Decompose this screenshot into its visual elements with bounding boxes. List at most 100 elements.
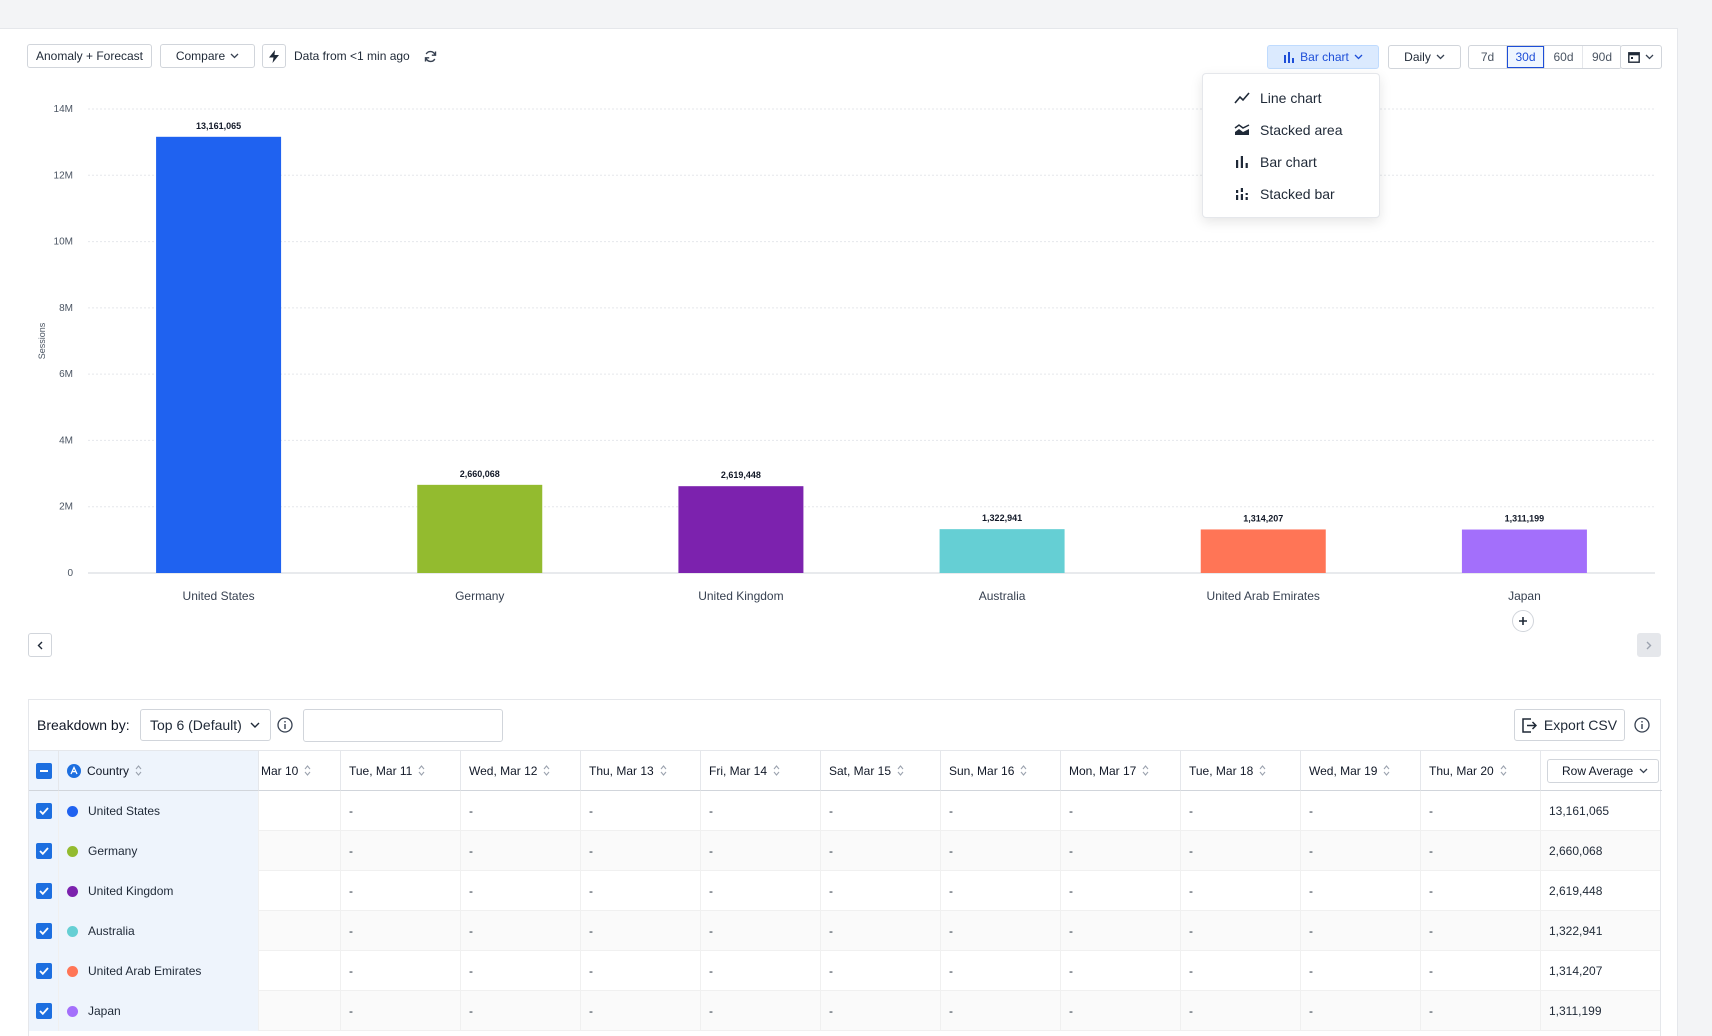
empty-value: - [1309,844,1313,858]
sort-icon[interactable] [135,765,142,776]
date-cell: - [1301,831,1421,871]
add-series-button[interactable] [1512,610,1534,632]
row-average-dropdown[interactable]: Row Average [1547,758,1660,783]
empty-value: - [1189,924,1193,938]
country-cell: Japan [59,991,259,1031]
chevron-down-icon [1645,54,1654,60]
date-column-header[interactable]: Mar 10 [259,751,341,791]
date-cell: - [341,791,461,831]
sort-icon[interactable] [1020,765,1027,776]
x-tick-label: Germany [455,589,504,603]
info-icon[interactable] [277,717,293,733]
date-column-header[interactable]: Fri, Mar 14 [701,751,821,791]
bar[interactable] [417,484,543,573]
empty-value: - [469,884,473,898]
country-name: Australia [88,924,135,938]
chart-next-button[interactable] [1637,633,1661,657]
menu-item-stacked-bar[interactable]: Stacked bar [1203,178,1379,210]
date-cell: - [461,911,581,951]
row-average-header: Row Average [1541,751,1662,791]
search-input[interactable] [303,709,503,742]
y-tick-label: 4M [59,435,73,446]
date-column-header[interactable]: Tue, Mar 11 [341,751,461,791]
sort-icon[interactable] [1383,765,1390,776]
refresh-icon[interactable] [424,50,437,63]
date-column-header[interactable]: Wed, Mar 19 [1301,751,1421,791]
date-cell: - [1061,791,1181,831]
sort-icon[interactable] [897,765,904,776]
empty-value: - [1309,964,1313,978]
bar[interactable] [1200,529,1326,573]
date-cell: - [461,991,581,1031]
sort-icon[interactable] [1259,765,1266,776]
table-row: United Arab Emirates - - - - - - - - - - 1,314,207 [29,951,1660,991]
row-average-cell: 2,619,448 [1541,871,1662,911]
row-checkbox[interactable] [36,1003,52,1019]
menu-item-line-chart[interactable]: Line chart [1203,82,1379,114]
date-cell: - [701,871,821,911]
range-60d[interactable]: 60d [1545,46,1583,68]
lightning-button[interactable] [262,44,286,68]
menu-item-bar-chart[interactable]: Bar chart [1203,146,1379,178]
date-column-header[interactable]: Tue, Mar 18 [1181,751,1301,791]
menu-item-stacked-area[interactable]: Stacked area [1203,114,1379,146]
date-column-header[interactable]: Mon, Mar 17 [1061,751,1181,791]
y-tick-label: 0 [67,568,73,579]
row-checkbox[interactable] [36,843,52,859]
chart-prev-button[interactable] [28,633,52,657]
empty-value: - [829,1004,833,1018]
date-cell: - [1181,951,1301,991]
empty-value: - [1309,1004,1313,1018]
select-all-checkbox[interactable] [36,762,52,779]
bar[interactable] [678,486,804,573]
compare-dropdown[interactable]: Compare [160,44,255,68]
range-30d[interactable]: 30d [1507,46,1545,68]
empty-value: - [829,924,833,938]
date-column-header[interactable]: Thu, Mar 20 [1421,751,1541,791]
row-checkbox[interactable] [36,923,52,939]
menu-item-label: Stacked area [1260,122,1343,138]
calendar-icon [1628,52,1640,63]
y-tick-label: 2M [59,502,73,513]
calendar-button[interactable] [1620,45,1662,69]
date-column-header[interactable]: Wed, Mar 12 [461,751,581,791]
sort-icon[interactable] [1500,765,1507,776]
country-header[interactable]: Country [59,751,259,791]
country-cell: United States [59,791,259,831]
table-row: United Kingdom - - - - - - - - - - 2,619,448 [29,871,1660,911]
date-column-header[interactable]: Thu, Mar 13 [581,751,701,791]
empty-value: - [1189,844,1193,858]
export-csv-button[interactable]: Export CSV [1514,709,1625,741]
breakdown-select[interactable]: Top 6 (Default) [140,709,271,741]
date-column-header[interactable]: Sat, Mar 15 [821,751,941,791]
bar[interactable] [1461,529,1587,573]
bar[interactable] [939,529,1065,573]
data-label: 2,619,448 [721,470,761,480]
anomaly-forecast-button[interactable]: Anomaly + Forecast [27,44,152,68]
interval-dropdown[interactable]: Daily [1388,45,1461,69]
chart-type-dropdown[interactable]: Bar chart [1267,45,1379,69]
range-7d[interactable]: 7d [1469,46,1507,68]
sort-icon[interactable] [418,765,425,776]
table-row: United States - - - - - - - - - - 13,161,065 [29,791,1660,831]
range-90d[interactable]: 90d [1591,50,1613,64]
empty-value: - [1429,844,1433,858]
sort-icon[interactable] [1142,765,1149,776]
bar[interactable] [156,136,282,574]
sort-icon[interactable] [773,765,780,776]
sort-icon[interactable] [543,765,550,776]
row-average-value: 13,161,065 [1549,804,1610,818]
row-average-value: 1,322,941 [1549,924,1603,938]
date-cell: - [581,871,701,911]
x-tick-label: Australia [979,589,1026,603]
row-checkbox[interactable] [36,963,52,979]
row-checkbox[interactable] [36,883,52,899]
date-column-header[interactable]: Sun, Mar 16 [941,751,1061,791]
sort-icon[interactable] [304,765,311,776]
empty-value: - [469,1004,473,1018]
date-cell: - [461,791,581,831]
sort-icon[interactable] [660,765,667,776]
series-color-dot [67,1005,78,1017]
row-checkbox[interactable] [36,803,52,819]
info-icon[interactable] [1634,717,1650,733]
